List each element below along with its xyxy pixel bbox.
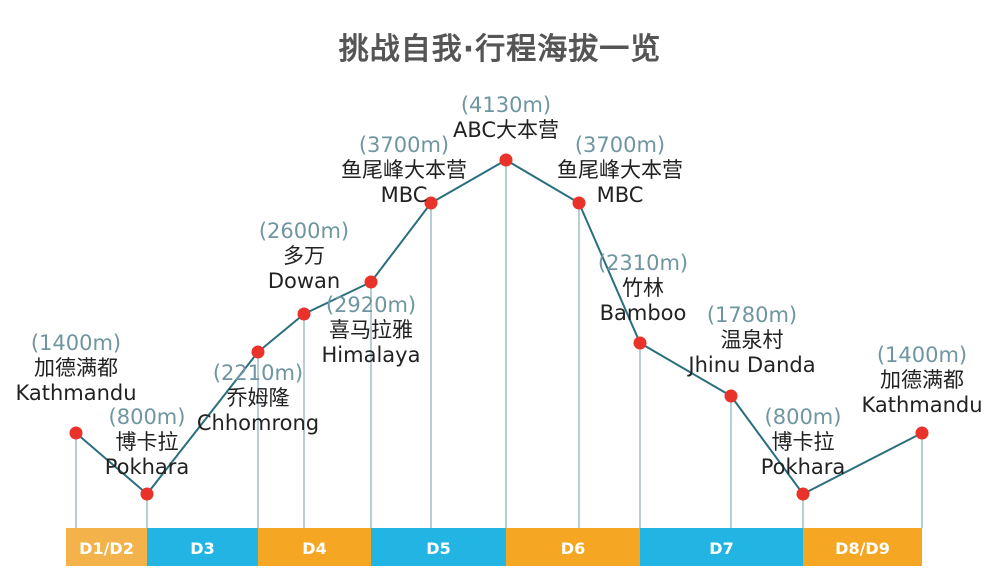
day-label: D1/D2 (79, 539, 134, 558)
day-band (640, 528, 803, 566)
place-name-cn: 多万 (283, 244, 325, 268)
elevation-label: (3700m) (575, 133, 665, 157)
day-band (506, 528, 640, 566)
data-point (572, 196, 586, 210)
day-label: D6 (561, 539, 585, 558)
elevation-label: (2310m) (598, 251, 688, 275)
place-name-cn: 博卡拉 (772, 430, 835, 454)
place-name-en: Bamboo (600, 301, 687, 325)
data-point (796, 487, 810, 501)
day-label: D4 (302, 539, 326, 558)
place-name-en: Kathmandu (15, 381, 136, 405)
elevation-label: (800m) (109, 405, 186, 429)
elevation-line (75, 159, 923, 495)
chart-title: 挑战自我·行程海拔一览 (338, 32, 662, 67)
elevation-label: (2210m) (213, 361, 303, 385)
elevation-label: (800m) (765, 405, 842, 429)
day-band (66, 528, 147, 566)
place-name-cn: 鱼尾峰大本营 (341, 158, 467, 182)
day-band (147, 528, 258, 566)
data-point (633, 336, 647, 350)
day-label: D7 (709, 539, 733, 558)
place-name-en: MBC (381, 183, 428, 207)
day-label: D3 (190, 539, 214, 558)
elevation-label: (4130m) (461, 93, 551, 117)
place-name-cn: 博卡拉 (116, 430, 179, 454)
day-label: D8/D9 (835, 539, 890, 558)
day-label: D5 (426, 539, 450, 558)
data-point (364, 275, 378, 289)
place-name-en: Jhinu Danda (686, 353, 815, 377)
data-point (251, 345, 265, 359)
place-name-cn: 竹林 (622, 276, 664, 300)
place-name-cn: 加德满都 (34, 356, 118, 380)
place-name-cn: 鱼尾峰大本营 (557, 158, 683, 182)
elevation-label: (1400m) (877, 343, 967, 367)
place-name-en: Himalaya (322, 343, 421, 367)
elevation-label: (2600m) (259, 219, 349, 243)
data-point (297, 307, 311, 321)
place-name-cn: 喜马拉雅 (329, 318, 413, 342)
place-name-en: Dowan (268, 269, 340, 293)
place-name-cn: 加德满都 (880, 368, 964, 392)
data-point (724, 389, 738, 403)
place-name-en: Kathmandu (861, 393, 982, 417)
place-name-en: Chhomrong (197, 411, 319, 435)
place-name-en: MBC (597, 183, 644, 207)
place-name-en: Pokhara (105, 455, 190, 479)
elevation-label: (2920m) (326, 293, 416, 317)
data-point (140, 487, 154, 501)
elevation-label: (1400m) (31, 331, 121, 355)
day-band (258, 528, 371, 566)
data-point (424, 196, 438, 210)
data-point (499, 153, 513, 167)
elevation-label: (1780m) (707, 303, 797, 327)
day-band (371, 528, 506, 566)
day-band (803, 528, 922, 566)
place-name-en: ABC大本营 (453, 118, 559, 142)
place-name-cn: 温泉村 (721, 328, 784, 352)
data-point (915, 426, 929, 440)
data-point (69, 426, 83, 440)
place-name-en: Pokhara (761, 455, 846, 479)
place-name-cn: 乔姆隆 (227, 386, 290, 410)
elevation-label: (3700m) (359, 133, 449, 157)
